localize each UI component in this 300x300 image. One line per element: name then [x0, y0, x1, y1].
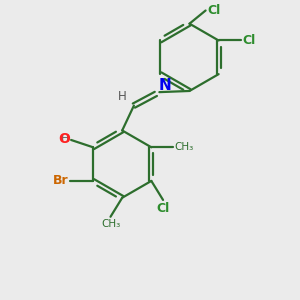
Text: Cl: Cl [207, 4, 220, 17]
Text: Cl: Cl [242, 34, 255, 47]
Text: Cl: Cl [156, 202, 170, 215]
Text: H: H [118, 90, 127, 103]
Text: CH₃: CH₃ [101, 219, 120, 229]
Text: H: H [61, 134, 70, 144]
Text: Br: Br [52, 174, 68, 188]
Text: CH₃: CH₃ [175, 142, 194, 152]
Text: N: N [158, 78, 171, 93]
Text: O: O [59, 132, 70, 146]
